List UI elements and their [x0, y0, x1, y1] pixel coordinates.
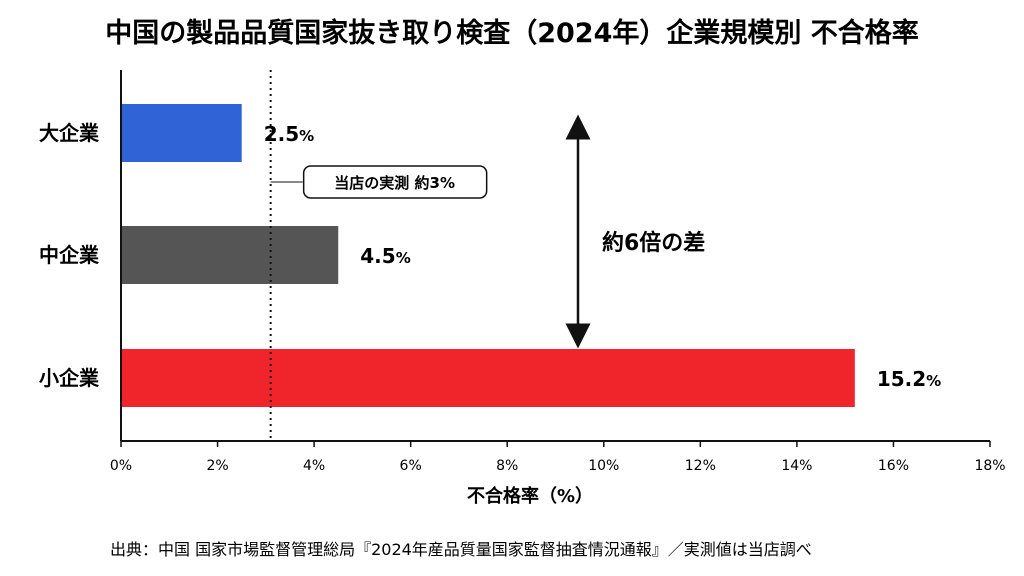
source-note: 出典：中国 国家市場監督管理総局『2024年産品質量国家監督抽査情況通報』／実測… [110, 540, 812, 559]
x-tick-label: 18% [974, 458, 1005, 474]
x-tick-label: 12% [685, 458, 716, 474]
x-tick-label: 4% [303, 458, 325, 474]
value-label: 2.5% [264, 122, 314, 146]
gap-annotation: 約6倍の差 [602, 230, 705, 256]
category-label: 中企業 [39, 243, 100, 267]
bar [122, 226, 339, 284]
reference-label-box [302, 165, 488, 199]
value-label: 4.5% [360, 244, 410, 268]
value-label: 15.2% [877, 367, 941, 391]
reference-label: 当店の実測 約3% [334, 174, 455, 192]
x-tick-label: 14% [781, 458, 812, 474]
bar [122, 349, 855, 407]
x-tick-label: 2% [206, 458, 228, 474]
x-tick-label: 16% [878, 458, 909, 474]
x-tick-label: 6% [400, 458, 422, 474]
category-label: 大企業 [39, 121, 100, 145]
category-label: 小企業 [39, 366, 100, 390]
chart-title: 中国の製品品質国家抜き取り検査（2024年）企業規模別 不合格率 [105, 17, 919, 49]
x-tick-label: 0% [110, 458, 132, 474]
x-tick-label: 10% [588, 458, 619, 474]
x-axis-label: 不合格率（%） [467, 485, 593, 507]
bar [122, 104, 242, 162]
x-tick-label: 8% [496, 458, 518, 474]
